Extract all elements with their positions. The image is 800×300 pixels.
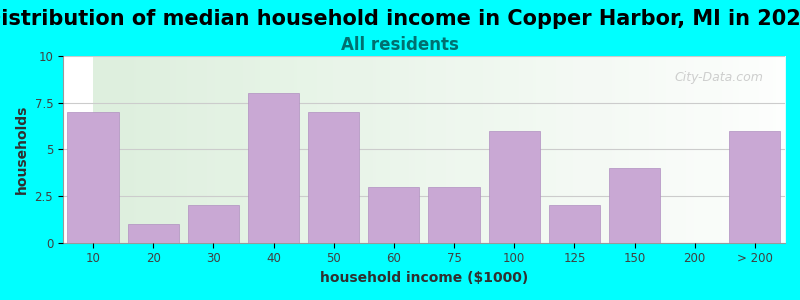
X-axis label: household income ($1000): household income ($1000) [320,271,528,285]
Bar [127,224,178,243]
Bar [67,112,118,243]
Text: All residents: All residents [341,36,459,54]
Bar [549,206,600,243]
Bar [308,112,359,243]
Text: Distribution of median household income in Copper Harbor, MI in 2022: Distribution of median household income … [0,9,800,29]
Bar [368,187,419,243]
Bar [429,187,480,243]
Bar [248,93,299,243]
Y-axis label: households: households [15,105,29,194]
Bar [489,131,540,243]
Bar [609,168,660,243]
Bar [188,206,239,243]
Text: City-Data.com: City-Data.com [674,71,763,84]
Bar [730,131,781,243]
